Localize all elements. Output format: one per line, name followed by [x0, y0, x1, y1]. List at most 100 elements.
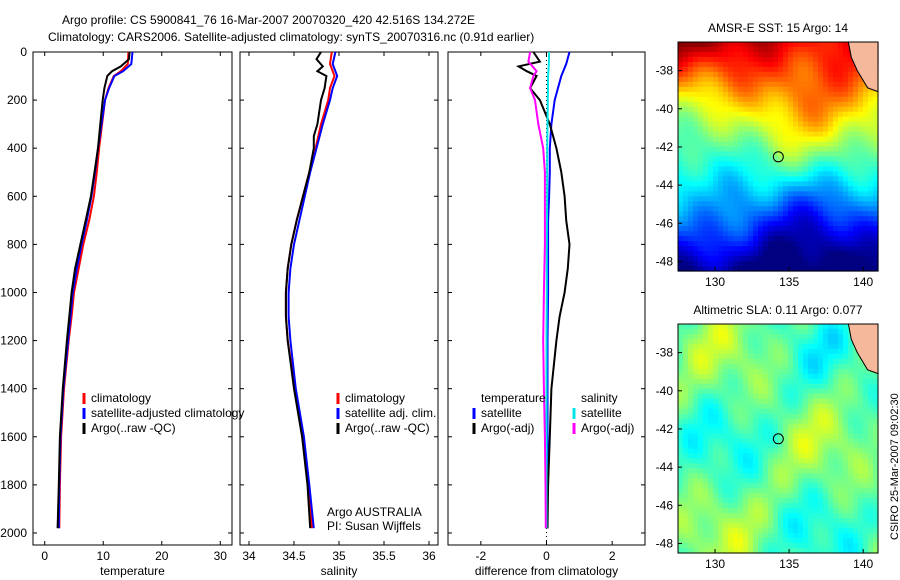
map-cell [803, 181, 809, 187]
map-cell [818, 538, 824, 544]
map-cell [698, 513, 704, 519]
map-cell [813, 393, 819, 400]
map-cell [768, 256, 774, 262]
map-cell [828, 256, 834, 262]
map-cell [713, 116, 719, 123]
map-cell [873, 176, 879, 182]
map-cell [718, 191, 724, 197]
map-cell [783, 518, 789, 524]
map-cell [858, 226, 864, 232]
map-cell [728, 191, 734, 197]
map-cell [773, 483, 779, 489]
map-cell [793, 408, 799, 415]
map-cell [768, 106, 774, 113]
map-cell [813, 166, 819, 173]
map-cell [728, 226, 734, 232]
map-cell [873, 528, 879, 534]
series-line-salinity-satellite [545, 51, 551, 529]
map-cell [768, 438, 774, 445]
map-cell [843, 136, 849, 143]
map-cell [698, 176, 704, 182]
map-cell [718, 136, 724, 143]
map-cell [818, 66, 824, 73]
map-cell [773, 261, 779, 267]
map-cell [773, 358, 779, 365]
map-cell [733, 146, 739, 153]
map-cell [698, 221, 704, 227]
map-cell [723, 176, 729, 182]
map-cell [848, 363, 854, 370]
map-cell [768, 518, 774, 524]
map-cell [733, 368, 739, 375]
map-cell [818, 353, 824, 360]
map-cell [708, 463, 714, 469]
map-cell [833, 261, 839, 267]
map-cell [738, 101, 744, 108]
map-cell [848, 166, 854, 173]
map-cell [763, 453, 769, 460]
map-cell [763, 418, 769, 425]
map-cell [808, 181, 814, 187]
map-cell [828, 42, 834, 48]
map-cell [728, 181, 734, 187]
map-cell [873, 503, 879, 509]
map-cell [743, 398, 749, 405]
map-cell [788, 181, 794, 187]
map-cell [808, 42, 814, 48]
map-cell [683, 463, 689, 469]
map-cell [743, 543, 749, 549]
map-cell [828, 363, 834, 370]
map-cell [868, 523, 874, 529]
map-cell [708, 398, 714, 405]
map-cell [858, 196, 864, 202]
map-cell [828, 191, 834, 197]
map-cell [783, 378, 789, 385]
map-cell [823, 46, 829, 53]
map-cell [758, 256, 764, 262]
map-cell [833, 413, 839, 420]
map-cell [753, 493, 759, 499]
map-cell [678, 261, 684, 267]
map-cell [723, 393, 729, 400]
map-cell [778, 438, 784, 445]
map-cell [733, 66, 739, 73]
map-cell [783, 201, 789, 207]
map-cell [873, 378, 879, 385]
map-cell [853, 488, 859, 494]
map-cell [803, 216, 809, 222]
annotation-0: Argo AUSTRALIA [327, 505, 422, 519]
map-cell [743, 548, 749, 554]
map-cell [783, 483, 789, 489]
map-cell [808, 473, 814, 479]
map-cell [688, 333, 694, 340]
map-cell [738, 246, 744, 252]
map-cell [828, 101, 834, 108]
map-cell [733, 533, 739, 539]
map-cell [873, 131, 879, 138]
map-cell [828, 398, 834, 405]
map-cell [753, 141, 759, 148]
map-cell [743, 51, 749, 58]
map-cell [833, 324, 839, 330]
map-cell [703, 368, 709, 375]
map-cell [833, 513, 839, 519]
map-cell [773, 478, 779, 484]
map-cell [748, 201, 754, 207]
map-cell [753, 423, 759, 430]
map-cell [863, 231, 869, 237]
map-cell [683, 378, 689, 385]
map-cell [808, 81, 814, 88]
map-cell [723, 518, 729, 524]
map-cell [833, 508, 839, 514]
map-cell [773, 413, 779, 420]
map-cell [833, 423, 839, 430]
map-cell [698, 231, 704, 237]
map-cell [813, 353, 819, 360]
map-cell [788, 71, 794, 78]
map-cell [713, 463, 719, 469]
map-cell [753, 181, 759, 187]
map-cell [738, 42, 744, 48]
map-cell [828, 196, 834, 202]
map-cell [708, 256, 714, 262]
